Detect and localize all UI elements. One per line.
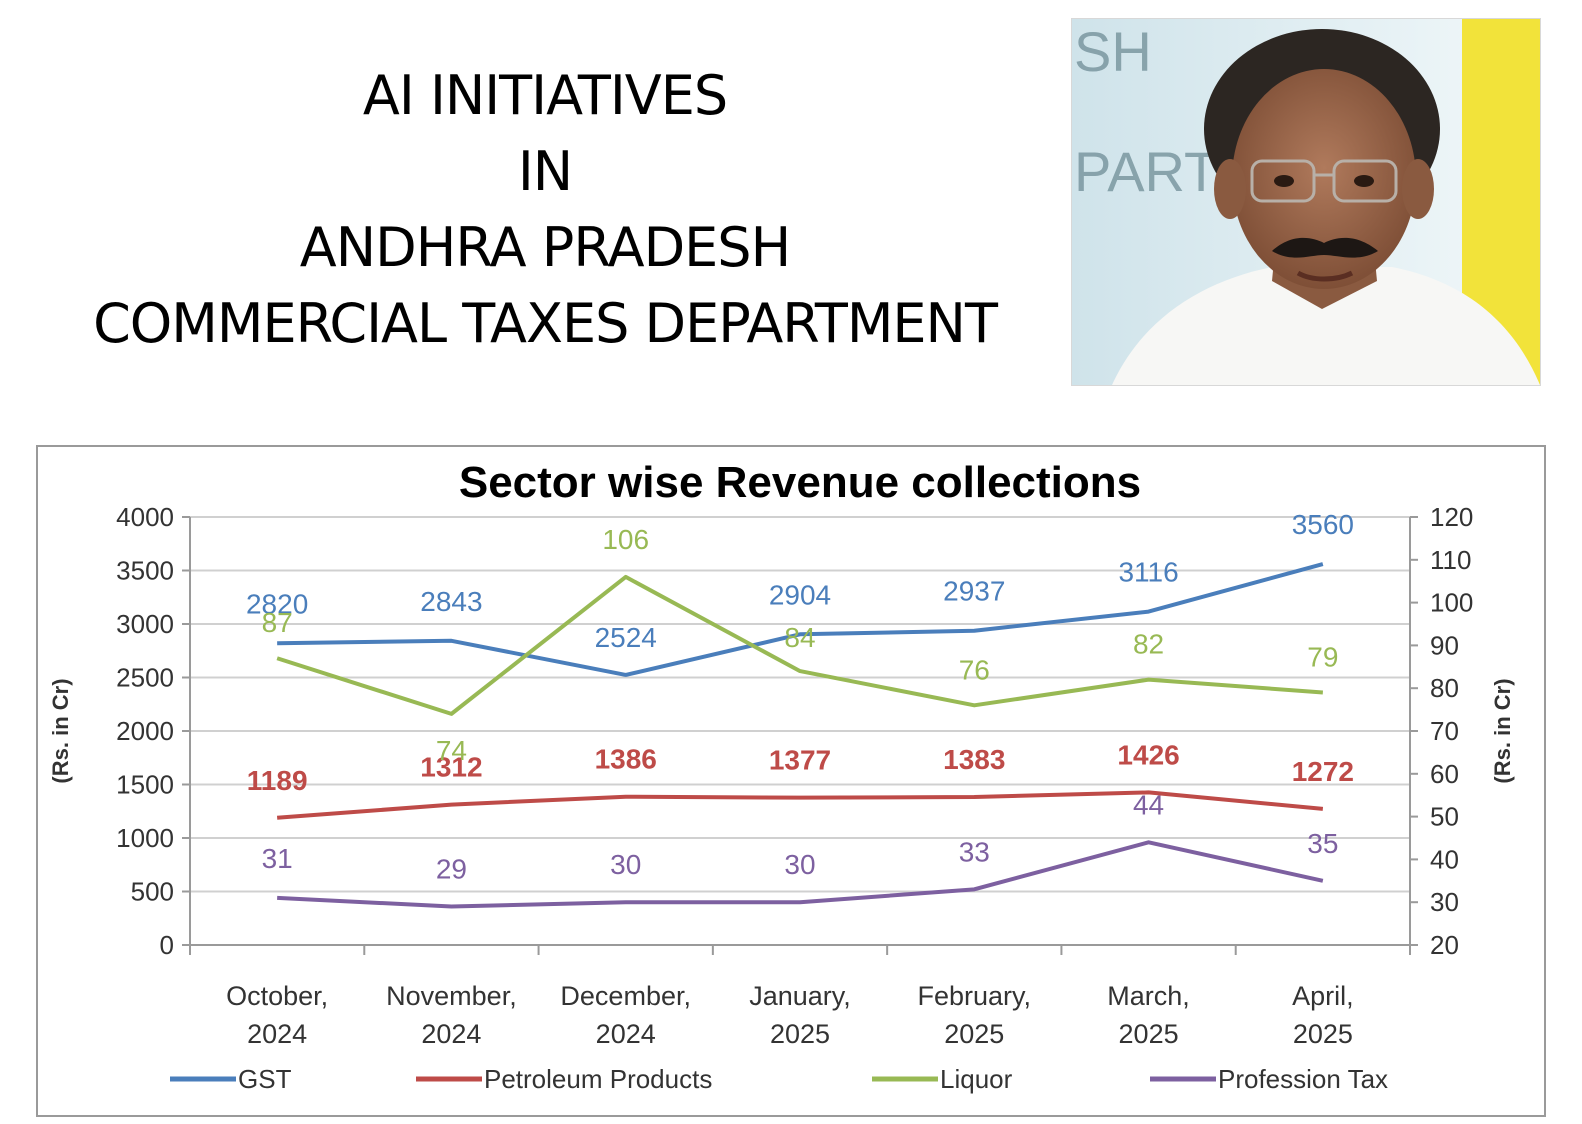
data-label-profession-tax-0: 31 (262, 843, 293, 874)
title-line-1: AI INITIATIVES (362, 64, 728, 127)
y-left-tick-label-8: 4000 (116, 502, 174, 532)
x-tick-label-4-1: 2025 (944, 1019, 1004, 1049)
data-label-liquor-2: 106 (602, 524, 649, 555)
data-label-gst-3: 2904 (769, 579, 831, 610)
y-right-tick-label-4: 60 (1430, 759, 1459, 789)
data-label-profession-tax-6: 35 (1307, 828, 1338, 859)
data-label-liquor-4: 76 (959, 654, 990, 685)
data-label-gst-4: 2937 (943, 576, 1005, 607)
x-tick-label-6-1: 2025 (1293, 1019, 1353, 1049)
series-line-profession-tax (277, 840, 1324, 909)
photo-background-text-1: SH (1074, 20, 1152, 83)
data-label-petroleum-products-0: 1189 (247, 765, 308, 796)
y-left-tick-label-5: 2500 (116, 663, 174, 693)
x-tick-label-3-0: January, (749, 981, 851, 1011)
y-right-tick-label-7: 90 (1430, 630, 1459, 660)
data-label-profession-tax-4: 33 (959, 836, 990, 867)
data-label-liquor-5: 82 (1133, 629, 1164, 660)
data-label-liquor-3: 84 (784, 622, 815, 653)
line-chart: Sector wise Revenue collections 0 500 1000 1… (48, 458, 1515, 1094)
data-label-profession-tax-1: 29 (436, 853, 467, 884)
y-right-tick-label-10: 120 (1430, 502, 1473, 532)
x-tick-label-2-1: 2024 (596, 1019, 656, 1049)
y-left-tick-label-0: 0 (160, 930, 174, 960)
data-label-petroleum-products-1: 1312 (420, 752, 482, 783)
y-right-tick-label-0: 20 (1430, 930, 1459, 960)
y-right-tick-label-3: 50 (1430, 802, 1459, 832)
y-left-tick-label-6: 3000 (116, 609, 174, 639)
y-left-tick-label-4: 2000 (116, 716, 174, 746)
y-right-tick-label-1: 30 (1430, 887, 1459, 917)
legend-label-0: GST (238, 1064, 292, 1094)
x-tick-label-0-0: October, (226, 981, 328, 1011)
series-line-gst (277, 562, 1324, 677)
legend-label-1: Petroleum Products (484, 1064, 712, 1094)
y-left-tick-label-2: 1000 (116, 823, 174, 853)
y-left-tick-label-7: 3500 (116, 556, 174, 586)
x-tick-label-4-0: February, (918, 981, 1032, 1011)
x-tick-label-0-1: 2024 (247, 1019, 307, 1049)
data-label-profession-tax-2: 30 (610, 849, 641, 880)
y-right-tick-label-9: 110 (1430, 545, 1471, 575)
y-left-tick-label-3: 1500 (116, 770, 174, 800)
data-label-petroleum-products-3: 1377 (769, 745, 831, 776)
x-tick-label-2-0: December, (560, 981, 691, 1011)
legend-label-2: Liquor (940, 1064, 1013, 1094)
y-left-axis-title: (Rs. in Cr) (48, 678, 73, 783)
data-label-liquor-6: 79 (1307, 641, 1338, 672)
slide-title: AI INITIATIVES IN ANDHRA PRADESH COMMERC… (30, 58, 1060, 362)
data-label-petroleum-products-4: 1383 (943, 744, 1005, 775)
data-label-petroleum-products-6: 1272 (1292, 756, 1354, 787)
data-label-gst-1: 2843 (420, 586, 482, 617)
photo-background-text-2: PART (1074, 140, 1218, 203)
data-label-liquor-1: 74 (436, 735, 467, 766)
series-line-liquor (276, 574, 1324, 716)
data-label-gst-0: 2820 (246, 588, 308, 619)
chart-container: Sector wise Revenue collections 0 500 1000 1… (36, 445, 1546, 1117)
x-tick-label-1-0: November, (386, 981, 517, 1011)
data-label-gst-2: 2524 (595, 622, 657, 653)
y-right-tick-label-2: 40 (1430, 844, 1459, 874)
y-right-tick-label-5: 70 (1430, 716, 1459, 746)
x-tick-label-3-1: 2025 (770, 1019, 830, 1049)
data-label-petroleum-products-2: 1386 (595, 744, 657, 775)
portrait-illustration: SH PART (1072, 19, 1540, 385)
x-tick-label-6-0: April, (1292, 981, 1354, 1011)
data-label-profession-tax-3: 30 (784, 849, 815, 880)
data-label-gst-6: 3560 (1292, 509, 1354, 540)
series-line-petroleum-products (276, 790, 1324, 820)
data-label-liquor-0: 87 (262, 607, 293, 638)
chart-title: Sector wise Revenue collections (459, 458, 1141, 507)
y-right-tick-label-6: 80 (1430, 673, 1459, 703)
title-line-4: COMMERCIAL TAXES DEPARTMENT (93, 292, 998, 355)
x-tick-label-5-1: 2025 (1119, 1019, 1179, 1049)
data-label-petroleum-products-5: 1426 (1117, 739, 1179, 770)
portrait-photo: SH PART (1071, 18, 1541, 386)
data-label-gst-5: 3116 (1118, 557, 1178, 588)
legend-label-3: Profession Tax (1218, 1064, 1388, 1094)
title-line-2: IN (517, 140, 573, 203)
data-label-profession-tax-5: 44 (1133, 789, 1164, 820)
y-right-tick-label-8: 100 (1430, 588, 1473, 618)
y-left-tick-label-1: 500 (131, 877, 174, 907)
x-tick-label-5-0: March, (1107, 981, 1190, 1011)
x-tick-label-1-1: 2024 (421, 1019, 481, 1049)
y-right-axis-title: (Rs. in Cr) (1490, 678, 1515, 783)
title-line-3: ANDHRA PRADESH (299, 216, 791, 279)
